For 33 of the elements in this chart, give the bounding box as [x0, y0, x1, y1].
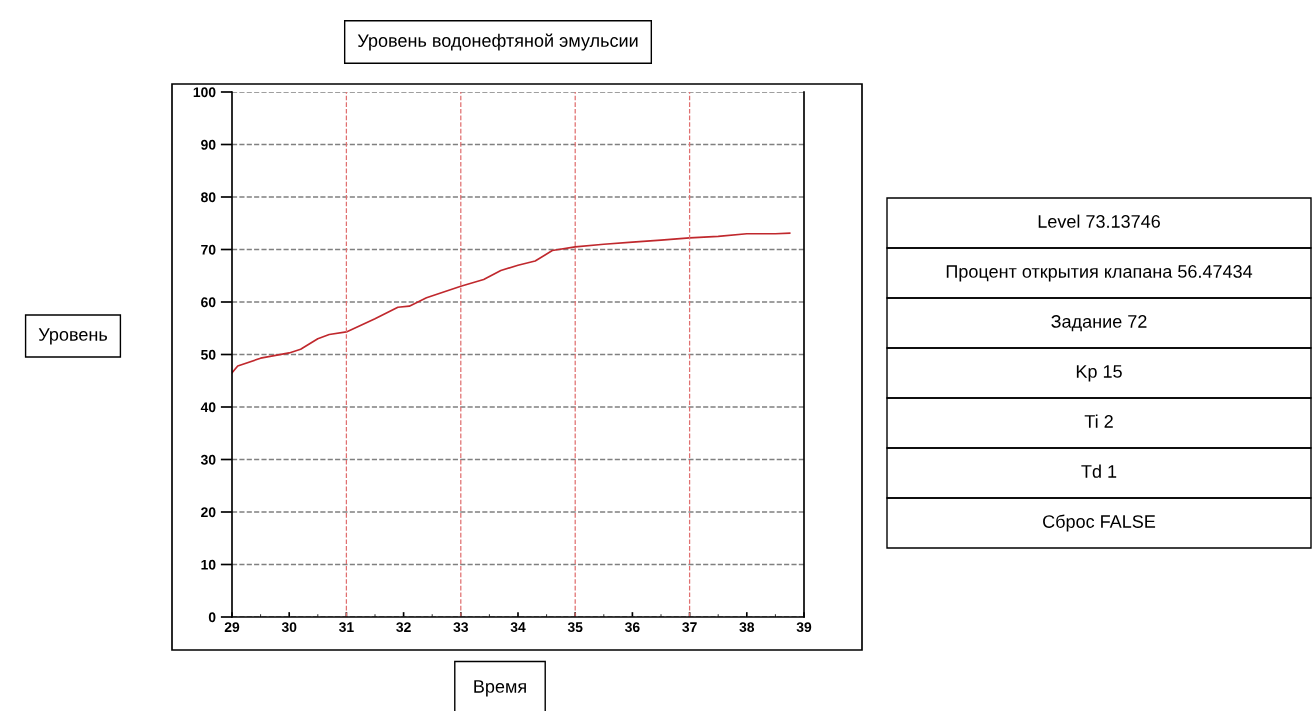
- y-tick-label: 40: [200, 402, 216, 413]
- y-tick-label: 0: [208, 612, 216, 623]
- x-tick-label: 37: [682, 622, 697, 633]
- text: Kp 15: [1076, 365, 1122, 382]
- text: Td 1: [1081, 464, 1117, 478]
- x-tick-label: 29: [224, 622, 240, 633]
- text: Level 73.13746: [1038, 214, 1160, 228]
- text: Процент открытия клапана 56.47434: [946, 265, 1253, 282]
- y-tick-label: 80: [201, 192, 216, 203]
- y-tick-label: 100: [193, 87, 216, 98]
- y-tick-label: 50: [201, 349, 216, 360]
- x-tick-label: 34: [510, 622, 526, 633]
- x-tick-label: 31: [339, 622, 354, 633]
- text: Сброс FALSE: [1043, 514, 1156, 532]
- y-tick-label: 10: [201, 559, 216, 570]
- x-tick-label: 30: [281, 622, 297, 633]
- y-tick-label: 20: [201, 507, 216, 518]
- text: Задание 72: [1051, 315, 1147, 332]
- chart-title: Уровень водонефтяной эмульсии: [357, 33, 638, 51]
- x-tick-label: 32: [396, 622, 411, 633]
- x-tick-label: 33: [453, 622, 469, 633]
- x-tick-label: 36: [625, 622, 640, 633]
- y-axis-title: Уровень: [38, 328, 108, 345]
- y-tick-label: 60: [201, 297, 216, 308]
- y-tick-label: 90: [201, 139, 216, 150]
- y-tick-label: 70: [201, 244, 216, 255]
- text: Ti 2: [1084, 414, 1113, 428]
- y-tick-label: 30: [200, 454, 216, 465]
- x-tick-label: 38: [739, 622, 755, 633]
- x-axis-title: Время: [474, 680, 526, 697]
- line-series: [232, 232, 791, 374]
- x-tick-label: 35: [567, 622, 583, 633]
- x-tick-label: 39: [796, 622, 812, 633]
